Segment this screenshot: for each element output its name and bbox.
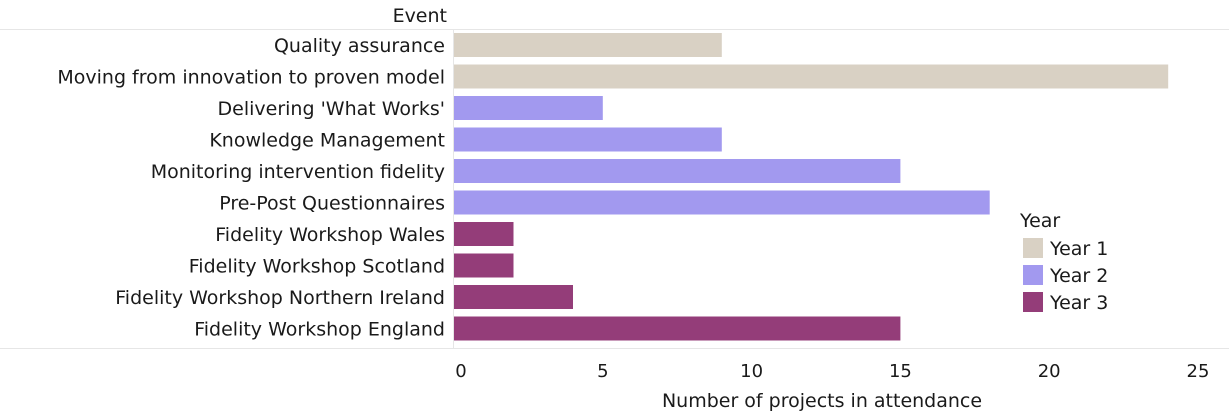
category-label: Fidelity Workshop Scotland — [189, 256, 445, 278]
category-label: Fidelity Workshop Northern Ireland — [115, 287, 445, 309]
bar — [454, 285, 573, 309]
bar — [454, 96, 603, 120]
bar — [454, 253, 514, 278]
category-label: Knowledge Management — [209, 130, 445, 152]
y-axis-title: Event — [393, 5, 447, 27]
x-tick-label: 0 — [455, 361, 466, 382]
legend-swatch — [1023, 265, 1043, 285]
legend: Year Year 1 Year 2 Year 3 — [1019, 210, 1108, 314]
legend-items: Year 1 Year 2 Year 3 — [1023, 238, 1108, 314]
x-tick-label: 15 — [889, 361, 912, 382]
x-axis-ticks: 0 5 10 15 20 25 — [455, 361, 1209, 382]
bar — [454, 127, 722, 152]
legend-swatch — [1023, 292, 1043, 312]
x-tick-label: 10 — [740, 361, 763, 382]
category-labels: Quality assurance Moving from innovation … — [57, 35, 445, 341]
legend-title: Year — [1019, 210, 1060, 232]
category-label: Quality assurance — [274, 35, 445, 57]
x-tick-label: 25 — [1187, 361, 1210, 382]
legend-label: Year 2 — [1049, 265, 1108, 287]
bar — [454, 316, 901, 341]
category-label: Monitoring intervention fidelity — [151, 161, 445, 183]
bar — [454, 33, 722, 57]
bar — [454, 222, 514, 246]
x-tick-label: 20 — [1038, 361, 1061, 382]
legend-label: Year 1 — [1049, 238, 1108, 260]
legend-swatch — [1023, 238, 1043, 258]
category-label: Moving from innovation to proven model — [57, 67, 445, 89]
category-label: Fidelity Workshop Wales — [215, 224, 445, 246]
x-axis-title: Number of projects in attendance — [662, 390, 982, 412]
category-label: Fidelity Workshop England — [194, 319, 445, 341]
x-tick-label: 5 — [597, 361, 608, 382]
category-label: Pre-Post Questionnaires — [219, 193, 445, 215]
category-label: Delivering 'What Works' — [218, 98, 445, 120]
bar — [454, 190, 990, 215]
bar — [454, 64, 1169, 89]
bars-layer — [454, 33, 1169, 341]
legend-label: Year 3 — [1049, 292, 1108, 314]
bar — [454, 159, 901, 183]
